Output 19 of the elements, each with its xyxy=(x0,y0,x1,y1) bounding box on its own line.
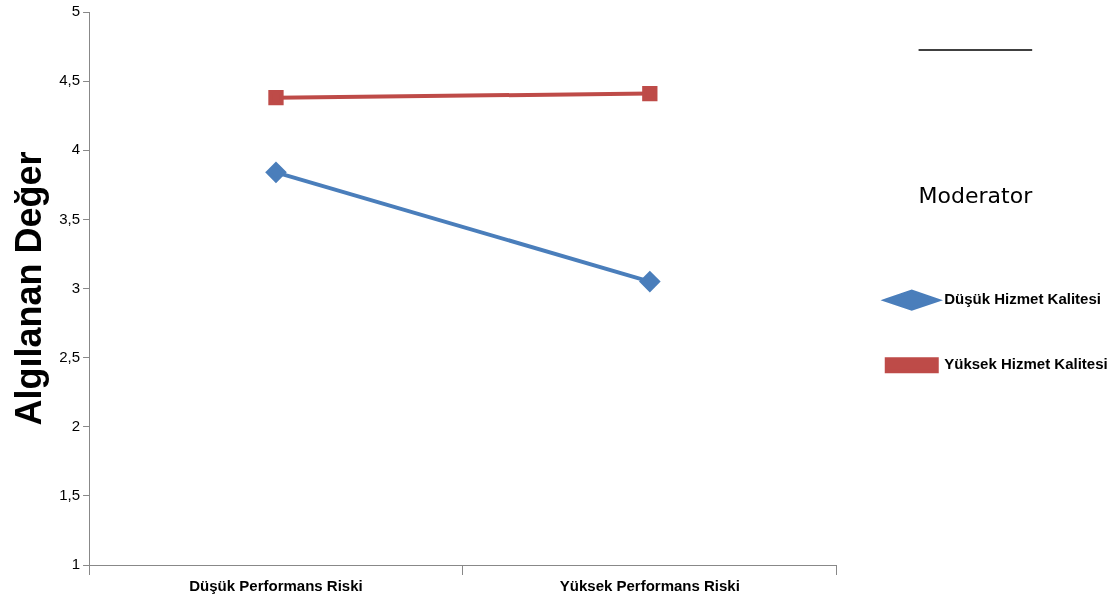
y-tick-label: 4,5 xyxy=(59,71,81,89)
legend-title: Moderator xyxy=(918,183,1034,209)
point xyxy=(642,85,658,102)
point xyxy=(265,162,286,183)
legend-label: Düşük Hizmet Kalitesi xyxy=(944,290,1101,308)
y-tick-label: 3,5 xyxy=(59,209,81,227)
y-tick-label: 2,5 xyxy=(59,347,81,365)
point xyxy=(639,271,660,292)
y-tick-label: 2 xyxy=(71,416,81,434)
point xyxy=(268,90,284,106)
y-tick-label: 5 xyxy=(71,2,81,20)
y-tick-label: 4 xyxy=(71,140,81,158)
y-tick-label: 1 xyxy=(71,555,81,573)
x-tick-label: Düşük Performans Riski xyxy=(189,577,363,595)
legend-label: Yüksek Hizmet Kalitesi xyxy=(944,355,1108,373)
x-tick-label: Yüksek Performans Riski xyxy=(559,577,740,595)
y-axis-title: Algılanan Değer xyxy=(7,151,49,426)
y-tick-label: 3 xyxy=(71,278,81,296)
y-tick-label: 1,5 xyxy=(59,486,81,504)
